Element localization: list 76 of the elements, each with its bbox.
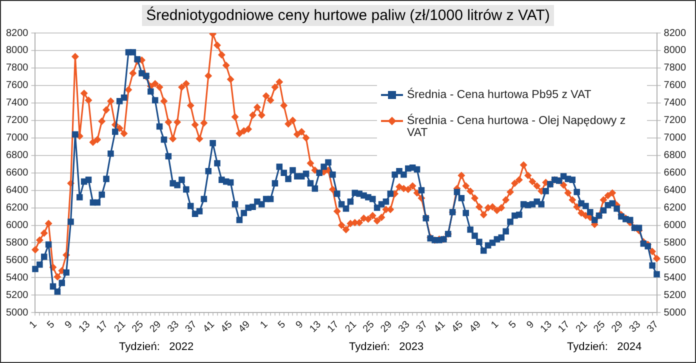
y-tick-label: 7800 — [6, 62, 29, 74]
y2-tick-label: 7000 — [664, 132, 686, 144]
x-tick-label: 13 — [538, 318, 555, 335]
x-tick-label: 37 — [183, 318, 200, 335]
y-tick-label: 5200 — [6, 290, 29, 301]
y-tick-label: 5600 — [6, 254, 29, 266]
x-tick-label: 41 — [201, 318, 218, 335]
x-tick-label: 49 — [468, 318, 484, 335]
text: Tydzień: 2022 — [119, 341, 194, 353]
x-tick-label: 29 — [610, 318, 626, 335]
y2-tick-label: 7400 — [664, 98, 686, 109]
y2-tick-label: 6600 — [664, 168, 686, 179]
x-tick-label: 5 — [45, 318, 58, 331]
x-tick-label: 33 — [396, 318, 413, 335]
y-tick-label: 6600 — [6, 168, 29, 179]
y-tick-label: 5800 — [6, 237, 29, 248]
x-tick-label: 25 — [361, 318, 378, 335]
x-tick-label: 13 — [308, 318, 324, 335]
x-tick-label: 9 — [524, 318, 537, 331]
x-tick-label: 45 — [450, 318, 466, 335]
x-tick-label: 17 — [94, 318, 111, 335]
y-tick-label: 7200 — [6, 115, 29, 126]
y2-tick-label: 5400 — [664, 272, 686, 284]
x-tick-label: 21 — [343, 318, 360, 335]
y-tick-label: 7600 — [6, 80, 29, 92]
x-tick-label: 21 — [112, 318, 128, 335]
text: Tydzień: 2024 — [567, 341, 642, 353]
x-tick-label: 49 — [236, 318, 253, 335]
x-tick-label: 5 — [507, 318, 520, 331]
y2-tick-label: 5800 — [664, 237, 686, 248]
x-tick-label: 5 — [276, 318, 288, 331]
y-tick-label: 8200 — [6, 28, 29, 39]
x-tick-label: 45 — [219, 318, 235, 335]
y2-tick-label: 5600 — [664, 254, 686, 266]
y2-tick-label: 7800 — [664, 62, 686, 74]
x-tick-label: 9 — [294, 318, 306, 331]
x-tick-label: 41 — [432, 318, 448, 335]
x-tick-label: 1 — [489, 318, 502, 331]
y-tick-label: 6400 — [6, 185, 29, 196]
y2-tick-label: 7600 — [664, 80, 686, 92]
x-tick-label: 1 — [28, 318, 40, 331]
x-tick-label: 13 — [76, 318, 93, 335]
y2-tick-label: 6800 — [664, 150, 686, 162]
chart-title: Średniotygodniowe ceny hurtowe paliw (zł/1000 litrów z VAT) — [142, 5, 554, 26]
y2-tick-label: 7200 — [664, 115, 686, 126]
y2-tick-label: 6400 — [664, 185, 686, 196]
x-tick-label: 25 — [592, 318, 608, 335]
y2-tick-label: 5000 — [664, 307, 686, 318]
legend-label: Średnia - Cena hurtowa - Olej Napędowy z VAT — [407, 115, 627, 139]
y-tick-label: 6200 — [6, 202, 29, 214]
x-tick-label: 17 — [326, 318, 342, 335]
legend-label: Średnia - Cena hurtowa Pb95 z VAT — [407, 89, 592, 101]
y2-tick-label: 8200 — [664, 28, 686, 39]
x-tick-label: 33 — [166, 318, 182, 335]
y2-tick-label: 6200 — [664, 202, 686, 214]
x-tick-label: 21 — [574, 318, 590, 335]
x-tick-label: 29 — [378, 318, 395, 335]
y2-tick-label: 8000 — [664, 45, 686, 56]
y-tick-label: 6800 — [6, 150, 29, 162]
y-tick-label: 5000 — [6, 307, 29, 318]
x-tick-label: 1 — [258, 318, 270, 331]
text: Tydzień: 2023 — [349, 341, 424, 353]
x-tick-label: 25 — [130, 318, 146, 335]
x-tick-label: 17 — [556, 318, 572, 335]
x-tick-label: 29 — [148, 318, 164, 335]
x-tick-label: 37 — [645, 318, 662, 335]
y-tick-label: 7000 — [6, 132, 29, 144]
y-tick-label: 8000 — [6, 45, 29, 56]
y2-tick-label: 5200 — [664, 290, 686, 301]
y-tick-label: 6000 — [6, 220, 29, 232]
y-tick-label: 5400 — [6, 272, 29, 284]
x-tick-label: 33 — [627, 318, 644, 335]
x-tick-label: 37 — [414, 318, 430, 335]
x-tick-label: 9 — [63, 318, 76, 331]
y-tick-label: 7400 — [6, 98, 29, 109]
y2-tick-label: 6000 — [664, 220, 686, 232]
